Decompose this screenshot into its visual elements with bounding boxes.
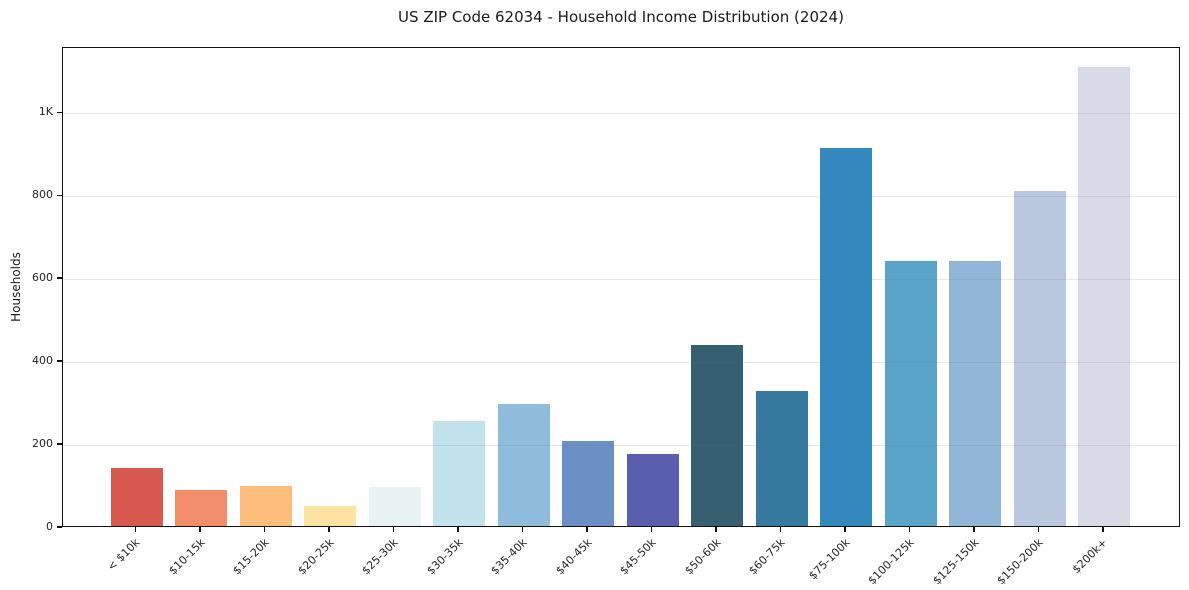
bar-$100-125k bbox=[884, 261, 937, 526]
x-tick-label: < $10k bbox=[105, 536, 143, 574]
bar-$35-40k bbox=[497, 404, 550, 526]
gridline bbox=[63, 113, 1179, 115]
chart-title: US ZIP Code 62034 - Household Income Dis… bbox=[398, 8, 844, 26]
y-tick-label: 800 bbox=[32, 188, 53, 202]
bar-$40-45k bbox=[562, 440, 614, 526]
x-tick-label: $15-20k bbox=[230, 536, 272, 578]
bar-$25-30k bbox=[368, 486, 421, 526]
bar-$30-35k bbox=[433, 420, 485, 526]
x-tick-label: $20-25k bbox=[294, 536, 337, 578]
y-tick-mark bbox=[57, 194, 62, 196]
gridline bbox=[63, 279, 1179, 281]
x-tick-label: $30-35k bbox=[423, 536, 466, 578]
x-tick-mark bbox=[908, 527, 911, 532]
x-tick-mark bbox=[263, 527, 266, 532]
x-tick-mark bbox=[521, 527, 524, 532]
x-tick-mark bbox=[779, 527, 782, 532]
bar-$75-100k bbox=[820, 148, 872, 526]
x-tick-label: $100-125k bbox=[865, 536, 917, 588]
x-tick-label: $60-75k bbox=[746, 536, 788, 578]
x-tick-mark bbox=[844, 527, 846, 532]
y-tick-mark bbox=[57, 443, 62, 445]
x-tick-mark bbox=[650, 527, 653, 532]
y-tick-mark bbox=[57, 277, 62, 279]
gridline bbox=[63, 445, 1179, 447]
x-tick-label: $50-60k bbox=[681, 536, 724, 578]
x-tick-label: $45-50k bbox=[617, 536, 659, 578]
x-tick-label: $35-40k bbox=[488, 536, 530, 578]
y-tick-mark bbox=[57, 526, 62, 528]
bar-$150-200k bbox=[1013, 190, 1066, 526]
x-tick-label: $40-45k bbox=[552, 536, 595, 578]
y-tick-label: 1K bbox=[38, 105, 53, 119]
x-tick-label: $75-100k bbox=[805, 536, 853, 583]
plot-area bbox=[62, 47, 1180, 527]
y-tick-mark bbox=[57, 111, 62, 113]
x-tick-mark bbox=[392, 527, 395, 532]
x-tick-label: $200k+ bbox=[1070, 536, 1111, 577]
bar-$15-20k bbox=[239, 485, 292, 526]
y-axis-label: Households bbox=[9, 252, 23, 322]
x-tick-mark bbox=[1102, 527, 1104, 532]
bar-$20-25k bbox=[304, 506, 356, 526]
bar-$125-150k bbox=[949, 261, 1001, 526]
bar-< $10k bbox=[110, 467, 163, 526]
bar-$50-60k bbox=[691, 344, 743, 526]
x-tick-mark bbox=[328, 527, 330, 532]
x-tick-mark bbox=[715, 527, 717, 532]
x-tick-mark bbox=[1037, 527, 1040, 532]
x-tick-mark bbox=[457, 527, 459, 532]
y-tick-label: 0 bbox=[46, 520, 53, 533]
x-tick-mark bbox=[199, 527, 201, 532]
x-tick-mark bbox=[134, 527, 137, 532]
bar-$200k+ bbox=[1078, 67, 1130, 526]
x-tick-mark bbox=[973, 527, 975, 532]
gridline bbox=[63, 362, 1179, 364]
bar-$60-75k bbox=[755, 391, 808, 526]
y-tick-label: 200 bbox=[32, 437, 53, 451]
x-tick-label: $150-200k bbox=[994, 536, 1046, 588]
x-tick-label: $10-15k bbox=[165, 536, 208, 578]
gridline bbox=[63, 196, 1179, 198]
y-tick-mark bbox=[57, 360, 62, 362]
bar-$10-15k bbox=[175, 490, 227, 526]
x-tick-mark bbox=[586, 527, 588, 532]
y-tick-label: 600 bbox=[32, 271, 53, 285]
x-tick-label: $125-150k bbox=[930, 536, 982, 588]
x-tick-label: $25-30k bbox=[359, 536, 401, 578]
y-tick-label: 400 bbox=[32, 354, 53, 368]
bar-$45-50k bbox=[626, 454, 679, 526]
